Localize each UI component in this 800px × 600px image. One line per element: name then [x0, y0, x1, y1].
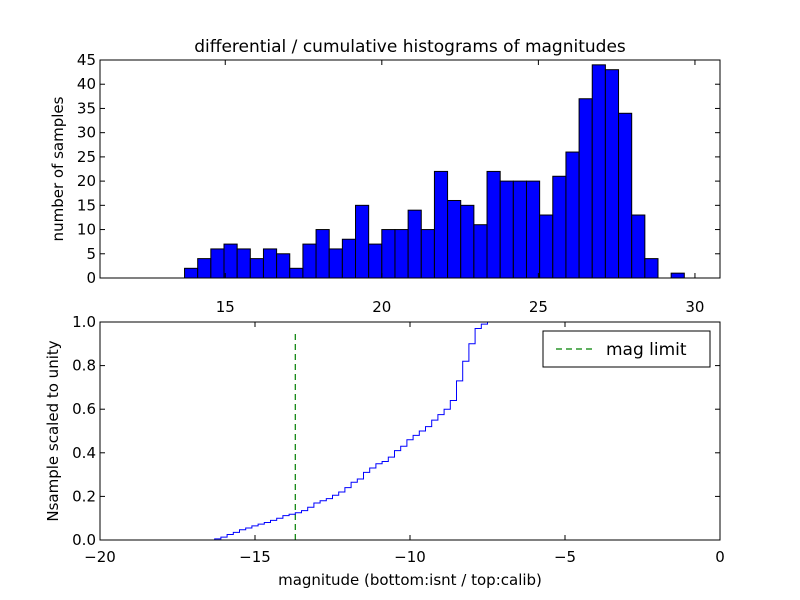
histogram-bar — [460, 204, 475, 279]
cumulative-step-line — [100, 321, 720, 541]
histogram-bar — [394, 229, 409, 279]
histogram-bar — [184, 267, 199, 279]
bottom-y-axis-label: Nsample scaled to unity — [44, 340, 62, 521]
histogram-bar — [512, 180, 527, 279]
y-tick-label: 0.4 — [72, 444, 96, 462]
x-tick-label: −20 — [84, 548, 116, 566]
x-tick-label: 30 — [685, 298, 704, 316]
histogram-bar — [276, 253, 291, 279]
histogram-bar — [591, 64, 606, 279]
y-tick-label: 0.8 — [72, 357, 96, 375]
bottom-x-axis-label: magnitude (bottom:isnt / top:calib) — [278, 571, 542, 589]
histogram-bar — [486, 170, 501, 279]
histogram-bar — [670, 272, 685, 279]
y-tick-label: 5 — [86, 245, 96, 263]
histogram-bar — [631, 214, 646, 279]
histogram-bar — [433, 170, 449, 279]
y-tick-label: 40 — [77, 75, 96, 93]
histogram-bar — [355, 204, 370, 279]
chart-title: differential / cumulative histograms of … — [194, 37, 626, 57]
legend-mag-limit-label: mag limit — [606, 340, 687, 360]
histogram-bar — [565, 151, 580, 279]
histogram-bar — [407, 209, 422, 279]
histogram-bar — [236, 248, 251, 279]
histogram-bar — [525, 180, 541, 279]
histogram-bar — [420, 229, 435, 279]
x-tick-label: 0 — [715, 548, 725, 566]
histogram-bar — [368, 243, 383, 279]
x-tick-label: −15 — [239, 548, 271, 566]
y-tick-label: 0.2 — [72, 487, 96, 505]
x-tick-label: −10 — [394, 548, 426, 566]
bottom-plot-frame — [99, 321, 721, 541]
x-tick-label: 15 — [216, 298, 235, 316]
histogram-bar — [328, 248, 343, 279]
y-tick-label: 1.0 — [72, 313, 96, 331]
y-tick-label: 35 — [77, 99, 96, 117]
histogram-bar — [618, 112, 633, 279]
histogram-bar — [447, 199, 462, 279]
histogram-bar — [197, 258, 212, 279]
bottom-cumulative-panel: 0.0 0.2 0.4 0.6 0.8 1.0 −20 −15 −10 −5 0 magnitude… — [44, 313, 725, 589]
histogram-bar — [381, 229, 396, 279]
x-tick-label: −5 — [554, 548, 576, 566]
y-tick-label: 0.6 — [72, 400, 96, 418]
histogram-bar — [473, 224, 488, 279]
y-tick-label: 15 — [77, 196, 96, 214]
bottom-axis-ticks: 0.0 0.2 0.4 0.6 0.8 1.0 −20 −15 −10 −5 0 — [72, 313, 725, 566]
histogram-bar — [223, 243, 238, 279]
legend: mag limit — [542, 330, 711, 368]
y-tick-label: 10 — [77, 221, 96, 239]
histogram-bar — [604, 69, 620, 279]
y-tick-label: 45 — [77, 51, 96, 69]
y-tick-label: 20 — [77, 172, 96, 190]
histogram-bar — [552, 175, 567, 279]
histogram-bar — [262, 248, 278, 279]
x-tick-label: 20 — [372, 298, 391, 316]
top-axis-ticks: 0 5 10 15 20 25 30 35 40 45 15 20 25 30 — [77, 51, 720, 316]
histogram-bar — [578, 98, 593, 279]
x-tick-label: 25 — [529, 298, 548, 316]
histogram-bar — [341, 238, 357, 279]
histogram-bar — [249, 258, 264, 279]
histogram-bar — [539, 214, 554, 279]
top-y-axis-label: number of samples — [49, 96, 67, 241]
histogram-bar — [499, 180, 514, 279]
histogram-bar — [302, 243, 317, 279]
histogram-bar — [289, 267, 304, 279]
histogram-bar — [210, 248, 225, 279]
y-tick-label: 30 — [77, 124, 96, 142]
y-tick-label: 0 — [86, 269, 96, 287]
histogram-bar — [315, 229, 330, 279]
histogram-bar — [644, 258, 659, 279]
top-plot-frame — [99, 59, 721, 279]
y-tick-label: 25 — [77, 148, 96, 166]
histogram-bars — [184, 64, 685, 279]
y-tick-label: 0.0 — [72, 531, 96, 549]
top-histogram-panel: differential / cumulative histograms of … — [49, 37, 721, 316]
